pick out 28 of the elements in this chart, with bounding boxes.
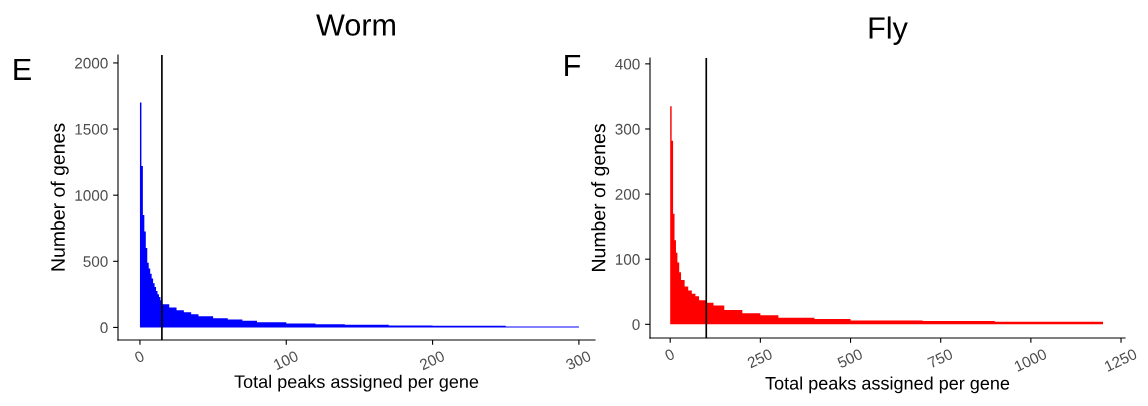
- x-tick-label: 750: [927, 348, 954, 369]
- y-tick-label: 500: [83, 256, 108, 267]
- x-axis-title: Total peaks assigned per gene: [234, 374, 479, 392]
- x-tick-label: 250: [746, 348, 774, 369]
- y-tick-label: 200: [615, 188, 640, 200]
- x-tick-label: 0: [664, 348, 676, 362]
- x-tick-label: 500: [836, 348, 864, 369]
- x-axis-title: Total peaks assigned per gene: [765, 376, 1010, 394]
- chart-title: Worm: [316, 14, 395, 36]
- annotation: F: [565, 54, 581, 76]
- text: E: [14, 58, 31, 80]
- y-tick-label: 1500: [75, 123, 108, 135]
- y-axis-title: Number of genes: [591, 124, 610, 271]
- x-tick-label: 1250: [1103, 348, 1138, 372]
- x-tick-label: 300: [565, 350, 592, 371]
- y-tick-label: 400: [615, 58, 640, 70]
- chart-title: Fly: [869, 16, 908, 45]
- y-tick-label: 300: [615, 123, 640, 135]
- x-tick-label: 100: [272, 350, 300, 371]
- y-tick-label: 100: [615, 254, 640, 265]
- y-tick-label: 2000: [75, 57, 108, 69]
- y-tick-label: 0: [100, 322, 108, 334]
- x-tick-label: 200: [418, 350, 446, 371]
- y-axis-title: Number of genes: [50, 123, 69, 271]
- x-tick-label: 0: [133, 350, 145, 364]
- x-tick-label: 1000: [1013, 348, 1048, 372]
- y-tick-label: 1000: [75, 190, 108, 201]
- y-tick-label: 0: [632, 319, 640, 331]
